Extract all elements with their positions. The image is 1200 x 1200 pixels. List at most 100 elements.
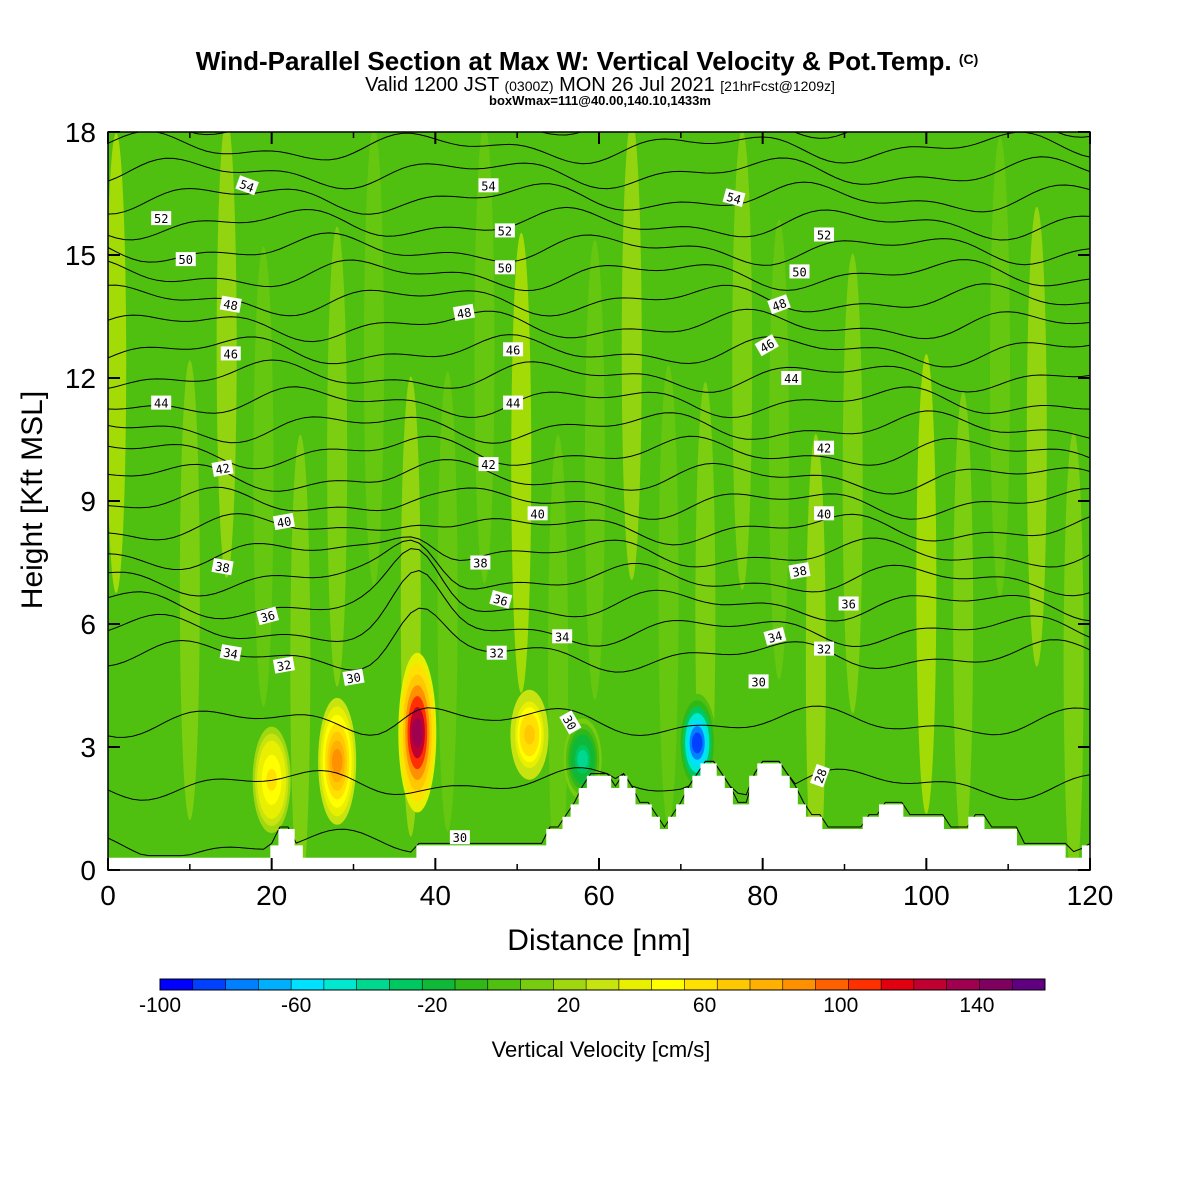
theta-label: 44 (503, 395, 524, 411)
theta-label: 48 (767, 294, 791, 315)
theta-label: 46 (503, 342, 524, 357)
colorbar-swatch (782, 979, 816, 990)
theta-label: 52 (814, 227, 835, 243)
theta-contour (108, 259, 1090, 292)
plot-area: 54 54 54 52 52 52 50 50 50 48 48 48 46 46 46 44 44 44 42 42… (108, 132, 1090, 870)
colorbar-swatch (225, 979, 259, 990)
y-tick-label: 15 (65, 240, 96, 271)
colorbar-swatch (291, 979, 325, 990)
svg-text:36: 36 (841, 598, 855, 612)
colorbar-swatch (881, 979, 915, 990)
colorbar-swatch (258, 979, 292, 990)
x-tick-label: 20 (256, 880, 287, 911)
theta-contour (108, 486, 1090, 520)
svg-text:46: 46 (506, 343, 520, 357)
terrain (108, 763, 1090, 870)
theta-contour (108, 283, 1090, 317)
x-tick-label: 60 (583, 880, 614, 911)
theta-label: 38 (470, 555, 491, 571)
boxw-info: boxWmax=111@40.00,140.10,1433m (489, 93, 711, 108)
theta-contour (108, 359, 1090, 393)
theta-labels: 54 54 54 52 52 52 50 50 50 48 48 48 46 46 46 44 44 44 42 42… (151, 175, 859, 845)
velocity-streak (989, 137, 1010, 598)
theta-label: 30 (559, 710, 582, 735)
svg-text:52: 52 (154, 212, 168, 226)
theta-label: 32 (486, 645, 507, 661)
svg-text:30: 30 (345, 670, 362, 686)
theta-label: 36 (256, 606, 280, 625)
svg-text:50: 50 (179, 253, 193, 267)
colorbar-swatch (979, 979, 1013, 990)
colorbar-swatch (192, 979, 226, 990)
svg-text:34: 34 (766, 629, 784, 646)
theta-contour (108, 705, 1090, 738)
theta-label: 40 (527, 506, 548, 521)
theta-label: 52 (494, 223, 515, 238)
colorbar-swatch (455, 979, 489, 990)
theta-label: 44 (151, 395, 172, 411)
y-tick-label: 3 (80, 732, 96, 763)
updraft-core (412, 717, 423, 748)
theta-label: 54 (235, 175, 259, 196)
colorbar-swatch (750, 979, 784, 990)
theta-label: 42 (814, 440, 835, 456)
theta-label: 48 (219, 295, 242, 313)
x-tick-label: 40 (420, 880, 451, 911)
svg-text:42: 42 (214, 461, 231, 477)
svg-text:38: 38 (473, 557, 487, 571)
velocity-streak (658, 365, 679, 826)
colorbar-swatch (1012, 979, 1046, 990)
velocity-field (108, 132, 1084, 870)
velocity-streak (769, 219, 790, 680)
colorbar-label: Vertical Velocity [cm/s] (492, 1037, 711, 1062)
svg-text:48: 48 (770, 296, 788, 314)
velocity-streak (584, 239, 605, 700)
velocity-streak (548, 435, 569, 870)
theta-contour (108, 308, 1090, 343)
velocity-streak (179, 360, 200, 821)
theta-contour (108, 181, 1090, 215)
colorbar-swatch (323, 979, 357, 990)
downdraft-core (577, 750, 588, 769)
theta-contour (108, 410, 1090, 444)
x-axis-label: Distance [nm] (507, 924, 690, 957)
theta-contour (108, 132, 1090, 165)
svg-text:30: 30 (560, 713, 579, 733)
colorbar-swatch (389, 979, 423, 990)
x-tick-label: 0 (100, 880, 116, 911)
updraft-core (524, 724, 535, 745)
theta-label: 44 (781, 371, 802, 386)
svg-text:36: 36 (259, 608, 277, 625)
theta-label: 36 (838, 596, 859, 612)
colorbar-swatch (913, 979, 947, 990)
colorbar-tick-label: -100 (139, 994, 181, 1017)
theta-label: 50 (789, 264, 810, 279)
svg-text:50: 50 (792, 265, 806, 279)
colorbar-swatch (487, 979, 521, 990)
svg-text:38: 38 (791, 564, 808, 580)
theta-label: 46 (220, 346, 241, 361)
theta-label: 46 (754, 334, 779, 357)
theta-label: 30 (449, 830, 470, 845)
theta-label: 34 (763, 626, 787, 646)
velocity-streak (253, 246, 274, 707)
theta-label: 38 (788, 562, 811, 580)
velocity-streak (1063, 432, 1084, 870)
colorbar-swatch (520, 979, 554, 990)
svg-text:52: 52 (817, 229, 831, 243)
colorbar-tick-label: 100 (823, 994, 858, 1017)
theta-label: 34 (552, 629, 573, 644)
colorbar-tick-label: -60 (281, 994, 311, 1017)
theta-contours (108, 132, 1090, 857)
theta-label: 28 (809, 763, 830, 788)
colorbar-swatch (717, 979, 751, 990)
velocity-streak (108, 133, 127, 593)
theta-contour (108, 334, 1090, 368)
colorbar-swatch (553, 979, 587, 990)
theta-label: 34 (219, 644, 242, 662)
y-tick-label: 18 (65, 117, 96, 148)
y-tick-label: 6 (80, 609, 96, 640)
x-tick-label: 100 (903, 880, 950, 911)
